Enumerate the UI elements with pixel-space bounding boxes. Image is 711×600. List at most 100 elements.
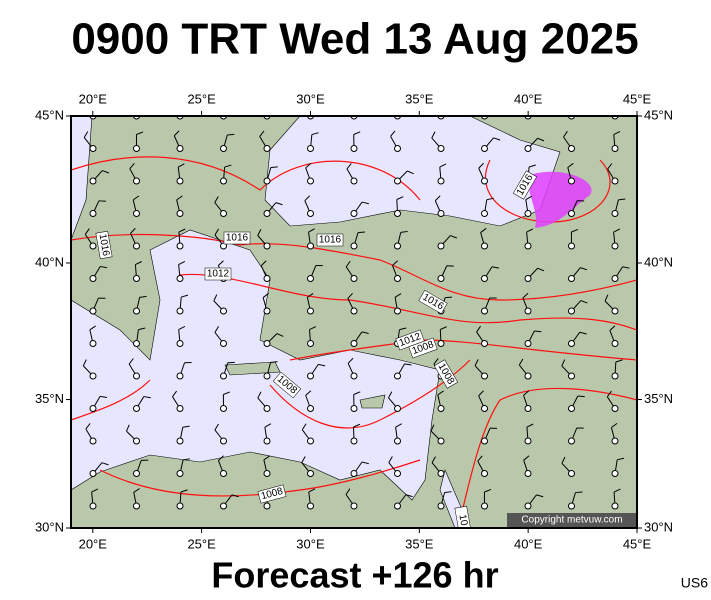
barb-station	[524, 372, 532, 380]
barb-flag	[395, 423, 402, 428]
barb-station	[611, 210, 619, 217]
barb-station	[394, 405, 401, 412]
barb-station	[568, 242, 575, 250]
lon-label: 45°E	[623, 536, 652, 551]
barb-staff	[266, 116, 267, 117]
barb-station	[394, 275, 401, 282]
barb-flag	[450, 235, 458, 239]
barb-station	[394, 437, 401, 445]
barb-flag	[139, 295, 147, 298]
barb-station	[133, 242, 140, 250]
barb-flag	[214, 423, 219, 431]
barb-flag	[523, 455, 530, 461]
barb-flag	[388, 391, 393, 399]
barb-station	[176, 177, 184, 185]
barb-flag	[561, 359, 566, 367]
barb-station	[568, 307, 575, 315]
barb-station	[568, 340, 575, 347]
barb-station	[524, 502, 532, 510]
barb-station	[524, 470, 532, 477]
barb-station	[481, 275, 488, 282]
barb-station	[394, 470, 401, 477]
barb-station	[220, 145, 227, 152]
barb-flag	[263, 455, 270, 461]
lat-label: 35°N	[35, 391, 64, 406]
footer: Forecast +126 hr	[211, 555, 498, 596]
barb-flag	[133, 488, 140, 493]
barb-station	[220, 502, 227, 510]
barb-station	[263, 242, 271, 250]
isobar-label: 10	[454, 505, 472, 528]
barb-station	[350, 405, 358, 412]
barb-flag	[609, 325, 616, 331]
barb-station	[568, 275, 575, 282]
lon-label: 20°E	[79, 536, 108, 551]
barb-station	[263, 470, 271, 477]
isobar-label-box	[257, 484, 287, 504]
lat-label: 45°N	[35, 107, 64, 122]
barb-flag	[178, 260, 186, 266]
barb-station	[524, 275, 532, 282]
barb-flag	[276, 333, 284, 337]
barb-station	[307, 210, 314, 217]
barb-flag	[622, 266, 630, 269]
lat-label: 35°N	[644, 391, 673, 406]
barb-station	[350, 307, 358, 315]
barb-station	[437, 405, 445, 412]
barb-station	[568, 470, 575, 477]
barb-staff	[179, 116, 180, 117]
isobar-label-box	[223, 231, 251, 245]
isobar-label: 1016	[223, 231, 251, 245]
barb-flag	[567, 162, 574, 168]
barb-station	[350, 242, 358, 250]
barb-flag	[301, 423, 307, 430]
barb-station	[437, 275, 445, 282]
barb-station	[568, 177, 575, 185]
lon-label: 30°E	[296, 536, 325, 551]
barb-flag	[178, 228, 186, 233]
barb-flag	[480, 227, 487, 233]
barb-station	[611, 340, 619, 347]
lon-label: 35°E	[405, 536, 434, 551]
barb-flag	[100, 266, 108, 269]
barb-station	[263, 275, 271, 282]
barb-station	[176, 502, 184, 510]
barb-station	[89, 242, 97, 250]
barb-station	[350, 177, 358, 185]
barb-flag	[308, 488, 316, 493]
barb-station	[568, 405, 575, 412]
barb-flag	[262, 292, 269, 298]
barb-station	[568, 437, 575, 445]
barb-flag	[477, 455, 483, 462]
barb-station	[350, 145, 358, 152]
barb-station	[350, 340, 358, 347]
barb-station	[176, 145, 184, 152]
barb-station	[133, 145, 140, 152]
barb-flag	[82, 359, 87, 367]
isobar-label-box	[272, 371, 302, 399]
barb-station	[437, 502, 445, 510]
barb-station	[524, 307, 532, 315]
barb-station	[611, 177, 619, 185]
barb-station	[524, 242, 532, 250]
barb-flag	[217, 260, 224, 266]
barb-flag	[266, 99, 272, 102]
barb-flag	[394, 293, 402, 298]
barb-flag	[525, 195, 533, 201]
isobar-label-box	[512, 170, 538, 200]
barb-staff	[222, 116, 224, 117]
barb-flag	[308, 228, 315, 233]
barb-flag	[392, 260, 398, 266]
barb-flag	[536, 494, 544, 498]
isobar-label-box	[433, 359, 459, 389]
barb-station	[611, 502, 619, 510]
copyright: Copyright metvuw.com	[521, 515, 622, 526]
barb-flag	[396, 196, 404, 200]
barb-flag	[305, 390, 312, 396]
barb-station	[611, 372, 619, 380]
barb-flag	[178, 325, 186, 331]
barb-flag	[434, 195, 441, 202]
barb-station	[176, 437, 184, 445]
